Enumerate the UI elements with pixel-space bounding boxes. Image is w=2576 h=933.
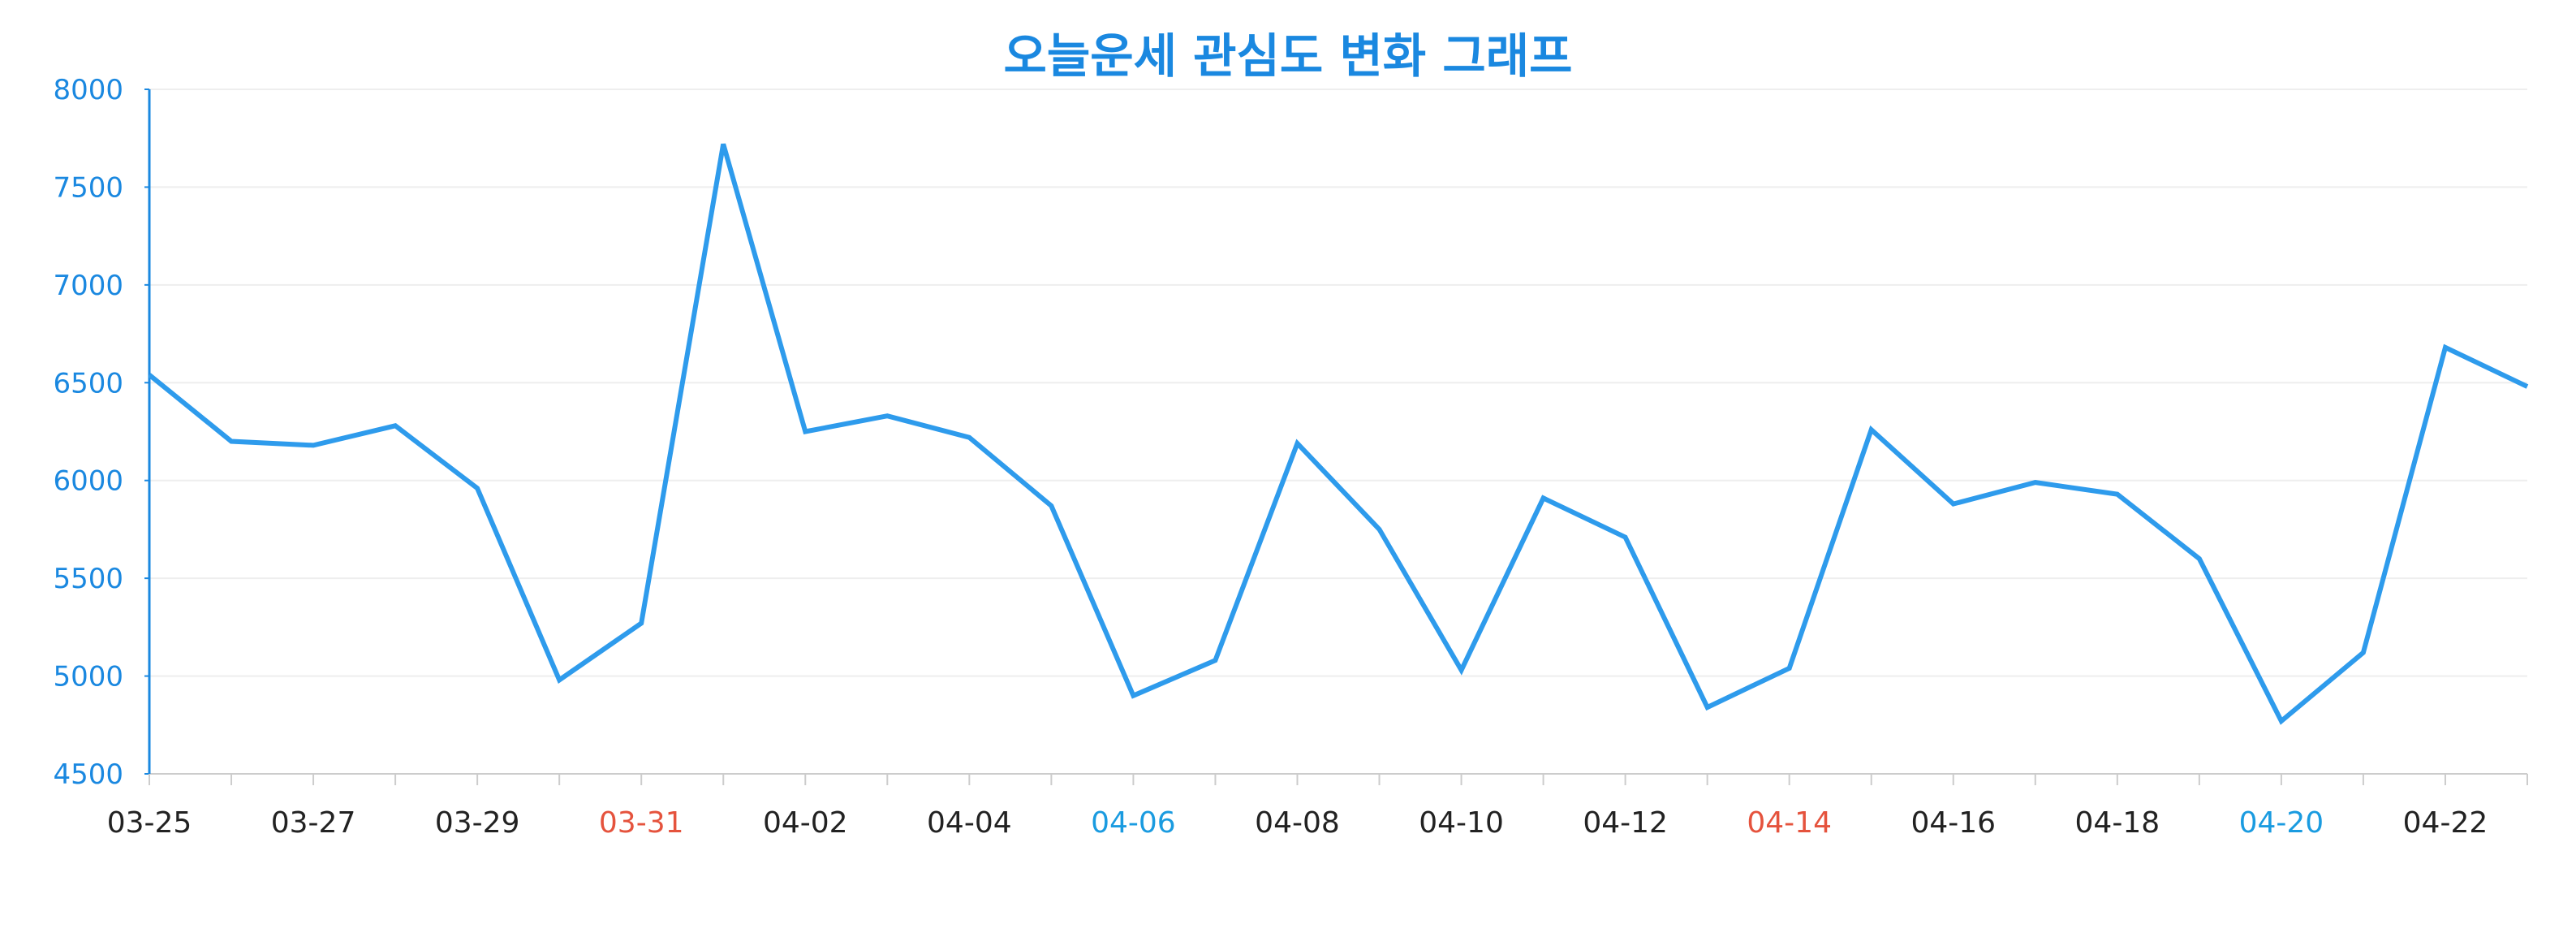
x-tick-label: 04-06: [1091, 806, 1176, 840]
y-tick-label: 5500: [53, 563, 123, 595]
x-tick-label: 03-29: [435, 806, 520, 840]
x-tick-label: 04-18: [2075, 806, 2160, 840]
x-tick-label: 03-25: [107, 806, 192, 840]
x-tick-label: 04-02: [763, 806, 848, 840]
x-tick-label: 03-27: [271, 806, 356, 840]
x-tick-label: 04-14: [1747, 806, 1832, 840]
chart-title: 오늘운세 관심도 변화 그래프: [1003, 28, 1573, 84]
x-tick-label: 04-08: [1255, 806, 1340, 840]
x-tick-label: 04-04: [927, 806, 1012, 840]
x-tick-label: 04-12: [1583, 806, 1668, 840]
y-tick-label: 6500: [53, 367, 123, 400]
x-tick-label: 03-31: [599, 806, 684, 840]
y-tick-label: 7500: [53, 171, 123, 204]
x-tick-label: 04-10: [1419, 806, 1504, 840]
y-tick-label: 4500: [53, 758, 123, 791]
y-tick-label: 5000: [53, 661, 123, 693]
y-tick-label: 6000: [53, 465, 123, 498]
x-tick-label: 04-20: [2239, 806, 2324, 840]
x-tick-label: 04-22: [2403, 806, 2488, 840]
y-tick-label: 8000: [53, 74, 123, 106]
y-tick-label: 7000: [53, 270, 123, 302]
x-tick-label: 04-16: [1910, 806, 1996, 840]
series-line: [148, 143, 2529, 725]
